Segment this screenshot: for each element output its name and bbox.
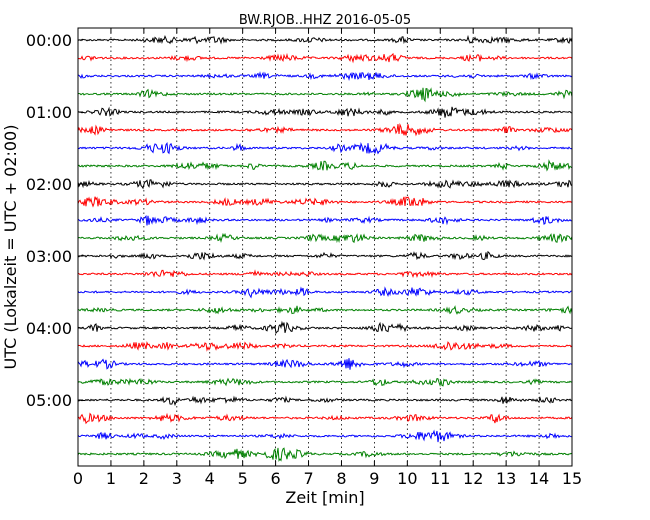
x-tick-label-14: 14 bbox=[529, 469, 549, 488]
plot-area bbox=[78, 28, 572, 466]
trace-4 bbox=[77, 106, 573, 118]
x-tick-label-8: 8 bbox=[336, 469, 346, 488]
x-tick-label-4: 4 bbox=[205, 469, 215, 488]
x-tick-label-15: 15 bbox=[562, 469, 582, 488]
x-tick-label-10: 10 bbox=[397, 469, 417, 488]
trace-16 bbox=[77, 320, 573, 335]
x-tick-label-0: 0 bbox=[73, 469, 83, 488]
x-tick-label-6: 6 bbox=[271, 469, 281, 488]
trace-14 bbox=[77, 286, 573, 299]
x-tick-label-13: 13 bbox=[496, 469, 516, 488]
trace-17 bbox=[77, 341, 573, 352]
x-tick-label-7: 7 bbox=[303, 469, 313, 488]
chart-title: BW.RJOB..HHZ 2016-05-05 bbox=[239, 13, 411, 28]
y-tick-label-2: 02:00 bbox=[26, 175, 72, 194]
trace-10 bbox=[77, 215, 573, 226]
y-tick-label-4: 04:00 bbox=[26, 319, 72, 338]
x-tick-label-2: 2 bbox=[139, 469, 149, 488]
x-axis-ticks: 0 1 2 3 4 5 6 7 8 9 10 11 12 13 14 15 bbox=[73, 28, 582, 488]
trace-23 bbox=[77, 447, 573, 462]
grid-lines bbox=[110, 28, 540, 466]
trace-2 bbox=[77, 71, 573, 82]
trace-9 bbox=[77, 196, 573, 208]
trace-1 bbox=[77, 52, 573, 64]
x-tick-label-5: 5 bbox=[238, 469, 248, 488]
y-axis-label: UTC (Lokalzeit = UTC + 02:00) bbox=[1, 125, 20, 370]
y-tick-label-1: 01:00 bbox=[26, 103, 72, 122]
y-axis-ticks: 00:00 01:00 02:00 03:00 04:00 05:00 bbox=[26, 31, 83, 410]
trace-12 bbox=[77, 250, 573, 261]
trace-6 bbox=[77, 141, 573, 155]
x-tick-label-3: 3 bbox=[172, 469, 182, 488]
trace-0 bbox=[77, 34, 573, 45]
seismogram-traces bbox=[77, 34, 573, 462]
x-tick-label-9: 9 bbox=[369, 469, 379, 488]
y-tick-label-0: 00:00 bbox=[26, 31, 72, 50]
trace-3 bbox=[77, 87, 573, 103]
trace-13 bbox=[77, 269, 573, 279]
trace-19 bbox=[77, 377, 573, 388]
x-tick-label-11: 11 bbox=[430, 469, 450, 488]
plot-frame bbox=[77, 27, 573, 467]
x-tick-label-1: 1 bbox=[106, 469, 116, 488]
trace-22 bbox=[77, 429, 573, 443]
trace-15 bbox=[77, 305, 573, 315]
y-tick-label-5: 05:00 bbox=[26, 391, 72, 410]
y-tick-label-3: 03:00 bbox=[26, 247, 72, 266]
trace-18 bbox=[77, 358, 573, 370]
trace-5 bbox=[77, 122, 573, 137]
trace-7 bbox=[77, 159, 573, 172]
x-axis-label: Zeit [min] bbox=[285, 488, 364, 507]
trace-11 bbox=[77, 232, 573, 244]
trace-8 bbox=[77, 179, 573, 190]
x-tick-label-12: 12 bbox=[463, 469, 483, 488]
trace-20 bbox=[77, 395, 573, 407]
trace-21 bbox=[77, 412, 573, 425]
